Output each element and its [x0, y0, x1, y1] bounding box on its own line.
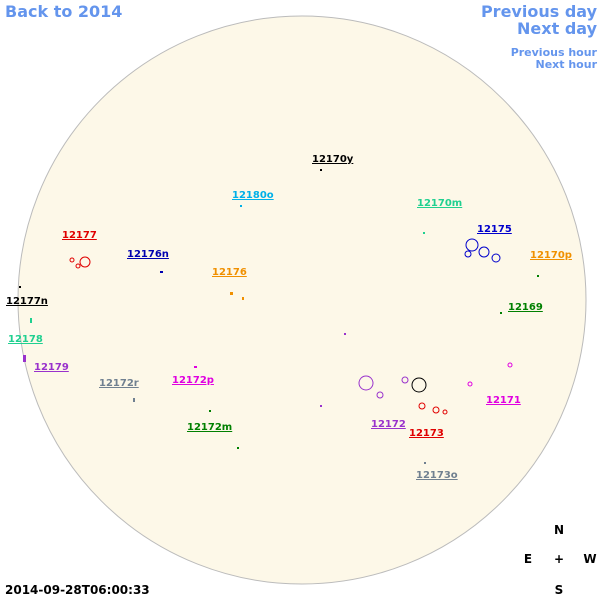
region-label[interactable]: 12177 [62, 230, 97, 241]
region-label[interactable]: 12175 [477, 224, 512, 235]
region-label[interactable]: 12170p [530, 250, 572, 261]
solar-disk [17, 15, 587, 585]
next-hour-link[interactable]: Next hour [536, 58, 598, 71]
region-label[interactable]: 12173 [409, 428, 444, 439]
region-label[interactable]: 12176n [127, 249, 169, 260]
compass-east: E [524, 552, 532, 566]
region-label[interactable]: 12170m [417, 198, 462, 209]
region-label[interactable]: 12180o [232, 190, 274, 201]
compass-center: + [554, 552, 564, 566]
region-label[interactable]: 12179 [34, 362, 69, 373]
timestamp: 2014-09-28T06:00:33 [5, 583, 150, 597]
compass-south: S [555, 583, 564, 597]
previous-day-link[interactable]: Previous day [481, 2, 598, 21]
compass-north: N [554, 523, 564, 537]
sunspot-dots [19, 169, 539, 464]
region-label[interactable]: 12172 [371, 419, 406, 430]
back-link[interactable]: Back to 2014 [5, 2, 122, 21]
region-label[interactable]: 12177n [6, 296, 48, 307]
region-label[interactable]: 12172m [187, 422, 232, 433]
region-label[interactable]: 12169 [508, 302, 543, 313]
next-day-link[interactable]: Next day [517, 19, 598, 38]
sunspots [69, 238, 513, 415]
previous-hour-link[interactable]: Previous hour [511, 46, 598, 59]
region-label[interactable]: 12172r [99, 378, 139, 389]
region-label[interactable]: 12176 [212, 267, 247, 278]
region-label[interactable]: 12173o [416, 470, 458, 481]
compass-west: W [583, 552, 596, 566]
region-label[interactable]: 12178 [8, 334, 43, 345]
region-label[interactable]: 12171 [486, 395, 521, 406]
region-label[interactable]: 12170y [312, 154, 354, 165]
region-label[interactable]: 12172p [172, 375, 214, 386]
